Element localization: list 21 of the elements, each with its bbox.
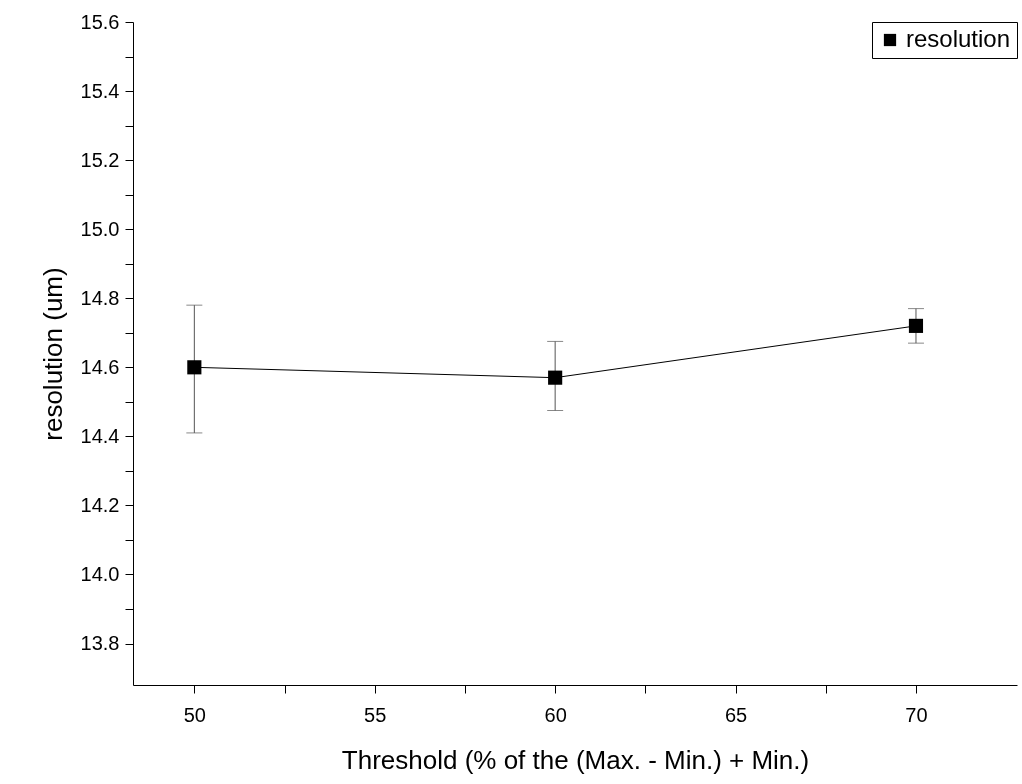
- legend-label: resolution: [906, 25, 1011, 52]
- point: [908, 318, 924, 333]
- y-tick-label: 15.2: [80, 148, 120, 171]
- x-tick-label: 55: [364, 703, 387, 726]
- x-tick-label: 65: [724, 703, 748, 726]
- y-tick-label: 13.8: [80, 632, 120, 655]
- point: [548, 370, 563, 385]
- x-tick-label: 50: [183, 703, 206, 726]
- point: [187, 360, 202, 375]
- y-tick-label: 14.8: [80, 286, 120, 309]
- y-tick-label: 15.6: [80, 10, 120, 33]
- x-tick-label: 70: [905, 703, 928, 726]
- x-axis-title: Threshold (% of the (Max. - Min.) + Min.): [341, 744, 810, 775]
- y-tick-label: 14.6: [80, 355, 120, 378]
- y-tick-label: 14.0: [80, 563, 120, 585]
- y-tick-label: 14.2: [80, 493, 120, 516]
- x-tick-label: 60: [544, 703, 567, 726]
- y-tick-label: 14.4: [80, 424, 120, 447]
- y-tick-label: 15.0: [80, 217, 120, 240]
- y-tick-label: 15.4: [80, 79, 120, 102]
- y-axis-title: resolution (um): [37, 267, 68, 441]
